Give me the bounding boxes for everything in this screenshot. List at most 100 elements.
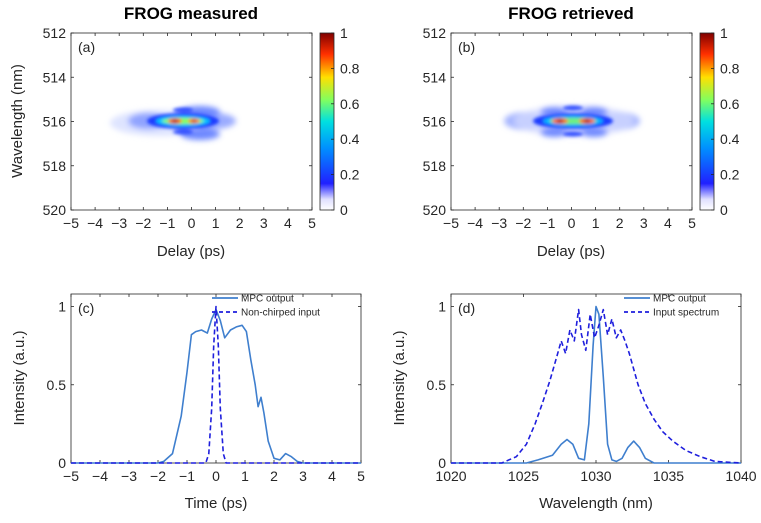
panel-c-ylabel: Intensity (a.u.) [11, 330, 28, 425]
panel-c-xtick-label: 5 [357, 468, 365, 484]
panel-b-core-blobs [533, 105, 613, 137]
panel-d: 1020 1025 1030 1035 1040 0 0.5 1 (d) Wavelength… [391, 294, 757, 513]
panel-b-xlabel: Delay (ps) [537, 243, 605, 260]
panel-a-xtick-label: −2 [135, 215, 151, 231]
panel-d-xlabel: Wavelength (nm) [539, 495, 653, 512]
panel-d-series-2-line [451, 308, 742, 464]
panel-a-core-blobs [147, 107, 219, 135]
panel-c-ytick-label: 0 [58, 455, 66, 471]
panel-a-title: FROG measured [124, 4, 258, 23]
panel-b-xtick-label: −1 [539, 215, 555, 231]
panel-c-xtick-label: −1 [179, 468, 195, 484]
panel-a-ytick-label: 514 [43, 69, 67, 85]
panel-c-label: (c) [78, 300, 94, 316]
panel-b-xtick-label: 5 [688, 215, 696, 231]
panel-d-ylabel: Intensity (a.u.) [391, 330, 408, 425]
panel-a-ytick-label: 516 [43, 114, 67, 130]
panel-b-ytick-label: 516 [423, 114, 447, 130]
panel-c-xtick-label: 4 [328, 468, 336, 484]
panel-a-ytick-label: 512 [43, 25, 67, 41]
panel-d-legend-text-2: Input spectrum [653, 308, 719, 319]
panel-c-xlabel: Time (ps) [185, 495, 248, 512]
panel-d-xtick-label: 1035 [653, 468, 684, 484]
panel-b-colorbar [699, 32, 715, 211]
panel-a-colorbar-tick-label: 0.2 [340, 167, 360, 183]
panel-d-legend-text-1: MPC output [653, 294, 706, 305]
panel-a-colorbar [319, 32, 335, 211]
panel-b-ytick-label: 518 [423, 158, 447, 174]
panel-a-colorbar-tick-label: 0.8 [340, 60, 360, 76]
panel-a-ytick-label: 520 [43, 202, 67, 218]
panel-b-colorbar-tick-label: 0.8 [720, 60, 740, 76]
panel-b-xtick-label: 1 [592, 215, 600, 231]
panel-a-xtick-label: 1 [212, 215, 220, 231]
panel-b-colorbar-tick-label: 0.4 [720, 131, 740, 147]
panel-a-label: (a) [78, 39, 95, 55]
panel-b-colorbar-tick-label: 0 [720, 202, 728, 218]
panel-a-xlabel: Delay (ps) [157, 243, 225, 260]
panel-a-colorbar-tick-label: 0 [340, 202, 348, 218]
panel-d-ytick-label: 1 [438, 299, 446, 315]
panel-b-heatmap [504, 105, 640, 137]
panel-d-ytick-label: 0 [438, 455, 446, 471]
panel-b-xtick-label: −3 [491, 215, 507, 231]
panel-d-label: (d) [458, 300, 475, 316]
panel-b-ytick-label: 512 [423, 25, 447, 41]
panel-a-colorbar-tick-label: 0.4 [340, 131, 360, 147]
panel-a-xtick-label: 5 [308, 215, 316, 231]
panel-c-xtick-label: 3 [299, 468, 307, 484]
panel-d-axes-box [450, 293, 742, 464]
panel-a-ytick-label: 518 [43, 158, 67, 174]
panel-a: FROG measured −5 −4 −3 −2 −1 0 1 2 [9, 4, 360, 260]
panel-a-heatmap [110, 106, 236, 140]
panel-c-legend-text-2: Non-chirped input [241, 308, 320, 319]
panel-b-xtick-label: 0 [568, 215, 576, 231]
panel-b-xtick-label: 3 [640, 215, 648, 231]
panel-a-xtick-label: −5 [63, 215, 79, 231]
panel-c-legend-text-1: MPC output [241, 294, 294, 305]
panel-d-legend: MPC output Input spectrum [624, 294, 719, 319]
panel-b: FROG retrieved [423, 4, 740, 260]
panel-c: −5 −4 −3 −2 −1 0 1 2 3 4 5 0 0.5 1 (c) Time (ps) Inte… [11, 294, 365, 513]
panel-a-xtick-label: 3 [260, 215, 268, 231]
panel-d-xtick-label: 1040 [725, 468, 756, 484]
panel-a-xtick-label: −3 [111, 215, 127, 231]
panel-b-ytick-label: 520 [423, 202, 447, 218]
panel-c-legend: MPC output Non-chirped input [212, 294, 320, 319]
panel-d-ytick-label: 0.5 [427, 377, 447, 393]
panel-d-xtick-label: 1025 [508, 468, 539, 484]
panel-a-xtick-label: 0 [188, 215, 196, 231]
panel-b-title: FROG retrieved [508, 4, 634, 23]
panel-a-xtick-label: −1 [159, 215, 175, 231]
panel-a-xtick-label: 2 [236, 215, 244, 231]
panel-b-xtick-label: −2 [515, 215, 531, 231]
panel-a-ylabel: Wavelength (nm) [9, 64, 26, 178]
panel-b-xtick-label: 4 [664, 215, 672, 231]
panel-a-xtick-label: 4 [284, 215, 292, 231]
panel-d-series-1-line [451, 305, 741, 464]
panel-c-xtick-label: 1 [241, 468, 249, 484]
panel-c-xtick-label: −4 [92, 468, 108, 484]
panel-b-xtick-label: −5 [443, 215, 459, 231]
panel-c-xtick-label: 2 [270, 468, 278, 484]
panel-c-xtick-label: −3 [121, 468, 137, 484]
panel-a-colorbar-tick-label: 0.6 [340, 96, 360, 112]
panel-c-series-1-line [71, 308, 361, 464]
panel-c-xtick-label: −5 [63, 468, 79, 484]
panel-b-xtick-label: 2 [616, 215, 624, 231]
panel-b-ytick-label: 514 [423, 69, 447, 85]
panel-c-xtick-label: 0 [212, 468, 220, 484]
panel-b-colorbar-tick-label: 0.6 [720, 96, 740, 112]
panel-b-colorbar-tick-label: 1 [720, 25, 728, 41]
panel-c-series-2-line [71, 305, 361, 464]
panel-a-colorbar-tick-label: 1 [340, 25, 348, 41]
panel-c-ytick-label: 1 [58, 299, 66, 315]
panel-d-xtick-label: 1020 [435, 468, 466, 484]
panel-c-ytick-label: 0.5 [47, 377, 67, 393]
panel-b-label: (b) [458, 39, 475, 55]
panel-a-xtick-label: −4 [87, 215, 103, 231]
panel-b-colorbar-tick-label: 0.2 [720, 167, 740, 183]
panel-b-xtick-label: −4 [467, 215, 483, 231]
panel-d-xtick-label: 1030 [580, 468, 611, 484]
